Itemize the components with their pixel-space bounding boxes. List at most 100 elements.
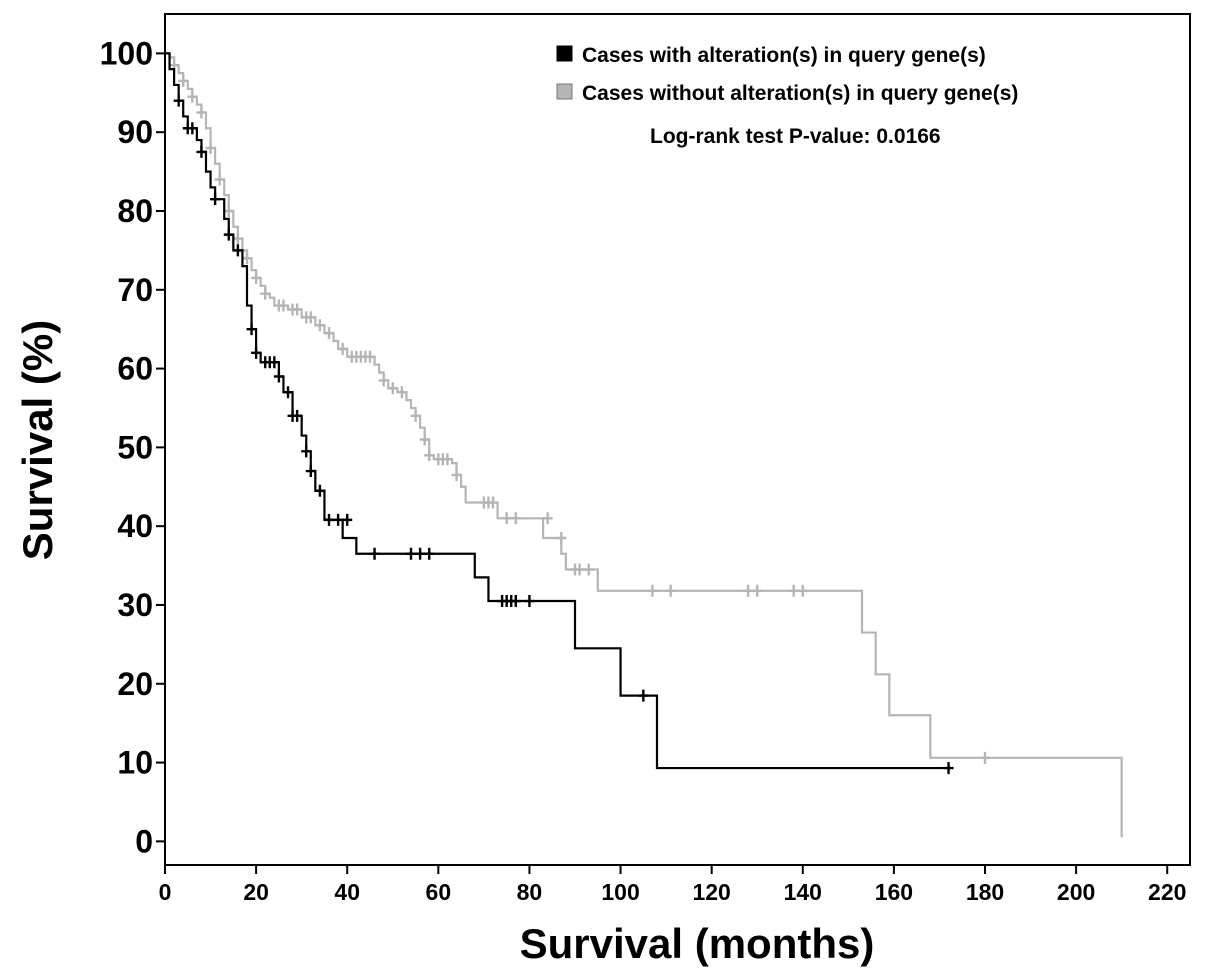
censor-mark — [451, 468, 462, 481]
x-tick-label: 0 — [159, 879, 172, 905]
censor-mark — [196, 145, 207, 158]
y-tick-label: 30 — [117, 587, 153, 623]
x-tick-label: 100 — [601, 879, 639, 905]
censor-mark — [424, 547, 435, 560]
legend-label-without-alteration: Cases without alteration(s) in query gen… — [582, 82, 1018, 105]
x-tick-label: 180 — [966, 879, 1004, 905]
censor-mark — [665, 584, 676, 597]
censor-mark — [365, 350, 375, 363]
censor-mark — [251, 346, 262, 359]
censor-mark — [980, 751, 990, 764]
censor-mark — [743, 584, 754, 597]
censor-mark — [396, 386, 407, 399]
censor-mark — [797, 584, 808, 597]
y-tick-label: 10 — [117, 745, 153, 781]
censor-mark — [510, 512, 521, 525]
censor-mark — [424, 449, 435, 462]
censor-mark — [246, 323, 257, 336]
censor-mark — [187, 90, 198, 103]
censor-mark — [324, 513, 334, 526]
censor-mark — [342, 513, 353, 526]
log-rank-annotation: Log-rank test P-value: 0.0166 — [650, 125, 941, 148]
legend-swatch-with-alteration — [556, 45, 573, 62]
censor-mark — [638, 689, 649, 702]
censor-mark — [415, 547, 426, 560]
plot-frame — [164, 13, 1191, 866]
censor-mark — [647, 584, 658, 597]
censor-mark — [488, 496, 498, 509]
censor-mark — [419, 433, 430, 446]
censor-mark — [196, 106, 207, 119]
censor-mark — [187, 122, 198, 135]
censor-mark — [314, 319, 325, 332]
censor-mark — [251, 271, 262, 284]
censor-mark — [410, 409, 421, 422]
y-tick-label: 50 — [117, 429, 153, 465]
y-tick-label: 60 — [117, 351, 153, 387]
censor-mark — [305, 311, 316, 324]
censor-mark — [556, 531, 567, 544]
censor-mark — [442, 453, 453, 466]
x-tick-label: 220 — [1148, 879, 1186, 905]
legend-swatch-without-alteration — [556, 83, 573, 100]
y-axis-title: Survival (%) — [14, 320, 61, 560]
censor-mark — [269, 356, 280, 369]
censor-mark — [173, 94, 184, 107]
y-tick-label: 70 — [117, 272, 153, 308]
censor-mark — [406, 547, 416, 560]
y-tick-label: 90 — [117, 114, 153, 150]
x-axis-title: Survival (months) — [520, 920, 875, 967]
censor-mark — [178, 74, 189, 87]
x-tick-label: 40 — [334, 879, 360, 905]
censor-mark — [324, 327, 334, 340]
legend-label-with-alteration: Cases with alteration(s) in query gene(s… — [582, 44, 986, 67]
censor-mark — [510, 595, 521, 608]
censor-mark — [305, 465, 316, 478]
censor-mark — [273, 370, 284, 383]
series-layer — [165, 52, 1123, 838]
y-tick-label: 100 — [100, 35, 153, 71]
censor-mark — [387, 382, 398, 395]
censor-mark — [369, 547, 380, 560]
censor-mark — [292, 409, 303, 422]
censor-mark — [283, 386, 293, 399]
censor-mark — [214, 173, 225, 186]
y-tick-label: 20 — [117, 666, 153, 702]
censor-mark — [337, 342, 348, 355]
censor-mark — [205, 141, 216, 154]
censor-mark — [210, 193, 221, 206]
censor-mark — [292, 303, 303, 316]
censor-mark — [583, 563, 594, 576]
y-axis: 0 10 20 30 40 50 60 70 80 90 100 — [100, 35, 165, 859]
censor-mark — [301, 445, 312, 458]
censor-mark — [242, 252, 252, 265]
censor-mark — [232, 244, 243, 257]
x-tick-label: 140 — [784, 879, 822, 905]
censor-mark — [542, 512, 553, 525]
censor-mark — [223, 228, 234, 241]
x-tick-label: 60 — [426, 879, 452, 905]
censor-mark — [232, 232, 243, 245]
censor-mark — [788, 584, 799, 597]
censor-mark — [752, 584, 763, 597]
x-axis: 0 20 40 60 80 100 120 140 160 180 200 220 — [159, 865, 1186, 905]
censor-mark — [314, 484, 325, 497]
x-tick-label: 160 — [875, 879, 913, 905]
legend: Cases with alteration(s) in query gene(s… — [556, 44, 1018, 148]
series-without-alteration — [165, 52, 1123, 838]
survival-curve — [165, 52, 1123, 838]
censor-mark — [524, 595, 535, 608]
series-with-alteration — [165, 52, 954, 775]
x-tick-label: 200 — [1057, 879, 1095, 905]
censor-mark — [943, 762, 954, 775]
x-tick-label: 80 — [517, 879, 543, 905]
censor-mark — [260, 287, 271, 300]
censor-mark — [223, 204, 234, 217]
y-tick-label: 80 — [117, 193, 153, 229]
y-tick-label: 0 — [135, 823, 153, 859]
censor-mark — [333, 513, 344, 526]
censor-mark — [501, 512, 512, 525]
censor-mark — [574, 563, 585, 576]
censor-mark — [378, 374, 389, 387]
